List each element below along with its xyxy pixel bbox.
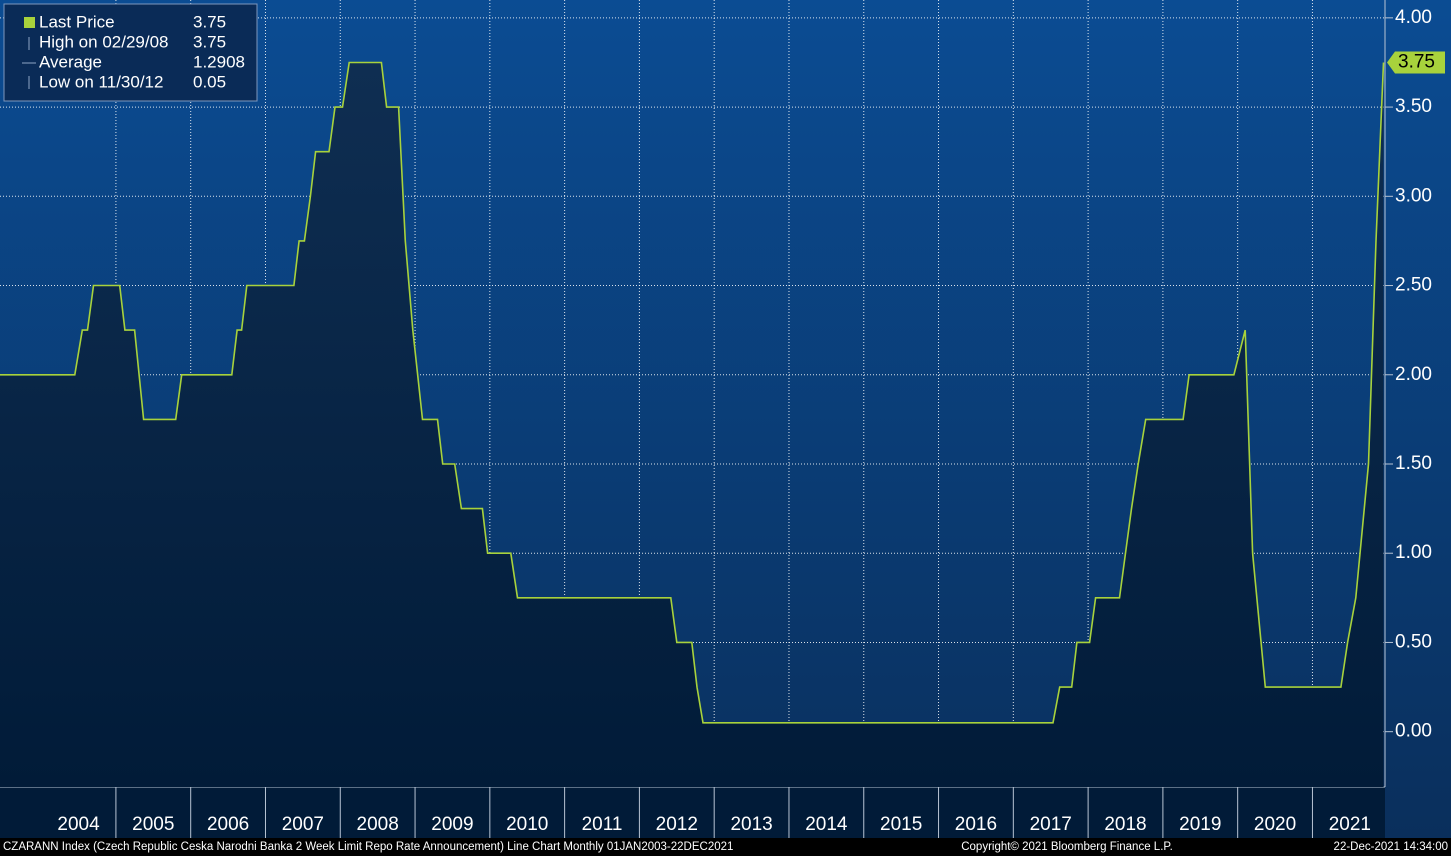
legend-swatch bbox=[24, 17, 35, 28]
x-tick-label: 2019 bbox=[1179, 814, 1221, 835]
x-tick-label: 2004 bbox=[57, 814, 100, 835]
legend-value: 3.75 bbox=[193, 12, 226, 31]
legend-value: 0.05 bbox=[193, 72, 226, 91]
x-axis-band bbox=[0, 787, 1385, 838]
y-tick-label: 4.00 bbox=[1395, 7, 1432, 28]
x-tick-label: 2005 bbox=[132, 814, 174, 835]
y-tick-label: 0.50 bbox=[1395, 631, 1432, 652]
legend-label: Last Price bbox=[39, 12, 115, 31]
x-tick-label: 2015 bbox=[880, 814, 922, 835]
x-tick-label: 2011 bbox=[582, 814, 623, 835]
last-price-label: 3.75 bbox=[1398, 51, 1435, 72]
line bbox=[0, 61, 1385, 724]
legend-box bbox=[3, 3, 258, 102]
x-tick-label: 2007 bbox=[282, 814, 324, 835]
legend-label: Average bbox=[39, 52, 102, 71]
y-tick-label: 2.00 bbox=[1395, 364, 1432, 385]
y-tick-label: 3.00 bbox=[1395, 185, 1432, 206]
legend-label: Low on 11/30/12 bbox=[39, 72, 163, 91]
legend-value: 1.2908 bbox=[193, 52, 245, 71]
x-tick-label: 2006 bbox=[207, 814, 249, 835]
y-tick-label: 1.00 bbox=[1395, 542, 1432, 563]
x-tick-label: 2013 bbox=[730, 814, 772, 835]
footer-band bbox=[0, 838, 1451, 856]
x-tick-label: 2014 bbox=[805, 814, 848, 835]
y-tick-label: 1.50 bbox=[1395, 453, 1432, 474]
legend-label: High on 02/29/08 bbox=[39, 32, 169, 51]
x-tick-label: 2020 bbox=[1254, 814, 1296, 835]
legend-value: 3.75 bbox=[193, 32, 226, 51]
y-tick-label: 3.50 bbox=[1395, 96, 1432, 117]
x-tick-label: 2016 bbox=[955, 814, 997, 835]
x-tick-label: 2010 bbox=[506, 814, 548, 835]
x-tick-label: 2008 bbox=[357, 814, 399, 835]
footer-timestamp: 22-Dec-2021 14:34:00 bbox=[1334, 841, 1448, 853]
y-tick-label: 2.50 bbox=[1395, 275, 1432, 296]
x-tick-label: 2009 bbox=[431, 814, 473, 835]
x-tick-label: 2021 bbox=[1329, 814, 1371, 835]
y-tick-label: 0.00 bbox=[1395, 721, 1432, 742]
last-price-tag bbox=[1387, 51, 1445, 74]
x-tick-label: 2018 bbox=[1104, 814, 1146, 835]
x-tick-label: 2017 bbox=[1030, 814, 1072, 835]
footer-copyright: Copyright© 2021 Bloomberg Finance L.P. bbox=[961, 841, 1173, 853]
legend: Last Price 3.75 High on 02/29/08 3.75 Av… bbox=[3, 3, 258, 102]
x-tick-label: 2012 bbox=[656, 814, 698, 835]
area bbox=[0, 62, 1384, 787]
footer-description: CZARANN Index (Czech Republic Ceska Naro… bbox=[3, 841, 733, 853]
